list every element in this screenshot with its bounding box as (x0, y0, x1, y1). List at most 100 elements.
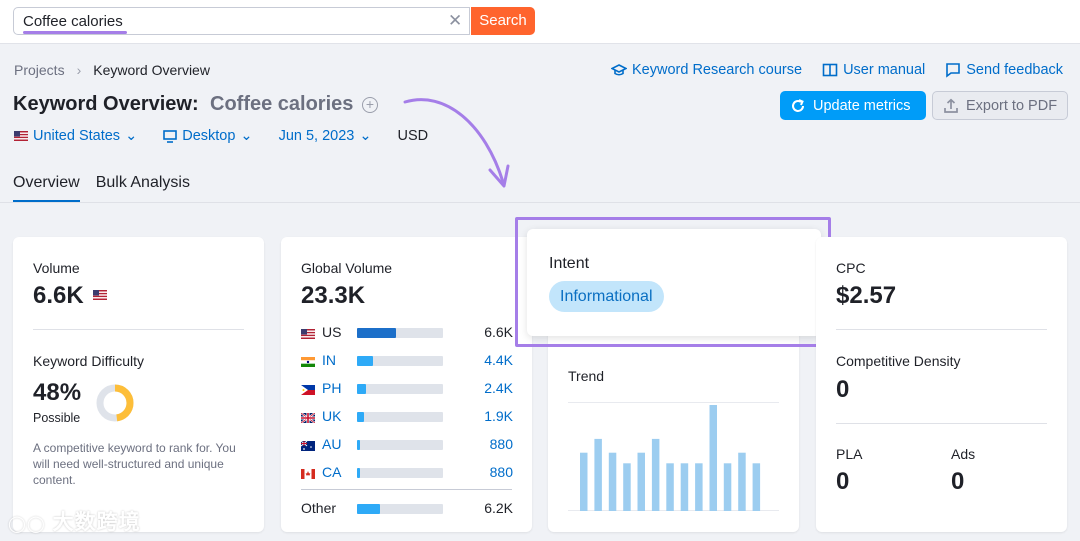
country-code: AU (322, 436, 342, 452)
send-feedback-label: Send feedback (966, 62, 1064, 78)
country-volume: 6.2K (484, 500, 513, 516)
watermark-logo: ◯◯ 大数跨境 (8, 506, 141, 536)
global-volume-label: Global Volume (301, 260, 393, 276)
country-volume: 4.4K (484, 352, 513, 368)
desktop-icon (163, 129, 178, 143)
watermark-mark-icon: ◯◯ (8, 516, 46, 533)
trend-bar (738, 452, 746, 511)
device-selector[interactable]: Desktop ⌄ (163, 128, 253, 144)
speech-bubble-icon (946, 63, 961, 78)
cpc-label: CPC (836, 260, 866, 276)
country-row-au[interactable]: AU 880 (300, 435, 513, 454)
competitive-density-value: 0 (836, 376, 850, 403)
trend-bar (680, 463, 689, 511)
country-row-uk[interactable]: UK 1.9K (300, 407, 513, 426)
update-metrics-label: Update metrics (813, 97, 911, 114)
trend-bar (608, 452, 617, 511)
refresh-icon (792, 98, 804, 112)
country-row-in[interactable]: IN 4.4K (301, 351, 513, 369)
filter-bar: United States ⌄ Desktop ⌄ Jun 5, 2023 ⌄ … (14, 128, 428, 144)
country-volume: 1.9K (484, 408, 513, 424)
user-manual-link[interactable]: User manual (822, 62, 925, 78)
top-search-bar: Coffee calories ✕ Search (0, 0, 1080, 44)
trend-bar (752, 463, 761, 511)
us-flag-icon (14, 131, 28, 141)
volume-card: Volume 6.6K Keyword Difficulty 48% Possi… (13, 237, 264, 532)
search-input[interactable]: Coffee calories ✕ (13, 7, 470, 35)
trend-bar (723, 463, 732, 511)
cpc-card: CPC $2.57 Competitive Density 0 PLA 0 Ad… (816, 237, 1067, 532)
intent-badge: Informational (549, 281, 664, 312)
cpc-value: $2.57 (836, 282, 897, 309)
share-bar-fill (357, 468, 360, 478)
breadcrumb-projects[interactable]: Projects (14, 62, 65, 78)
us-flag-icon (93, 290, 107, 300)
trend-bar (637, 452, 645, 511)
export-icon (944, 98, 958, 113)
country-selector[interactable]: United States ⌄ (14, 128, 137, 144)
share-bar (357, 412, 443, 422)
card-divider (836, 423, 1047, 424)
country-code: UK (322, 408, 342, 424)
country-code: IN (322, 352, 336, 368)
keyword-difficulty-level: Possible (33, 411, 81, 425)
uk-flag-icon (300, 410, 316, 426)
annotation-arrow (403, 98, 510, 188)
add-to-list-icon[interactable]: + (362, 97, 378, 113)
au-flag-icon (300, 438, 315, 454)
breadcrumb-current: Keyword Overview (93, 62, 210, 78)
country-row-ph[interactable]: PH 2.4K (301, 379, 513, 397)
trend-bar (666, 463, 674, 511)
intent-label: Intent (549, 255, 590, 272)
graduation-cap-icon (611, 64, 627, 76)
share-bar (357, 384, 443, 394)
country-volume: 2.4K (484, 380, 513, 396)
tab-divider (0, 202, 1080, 203)
share-bar-fill (357, 384, 366, 394)
trend-gridline (568, 402, 779, 403)
search-input-value[interactable]: Coffee calories (23, 13, 123, 30)
watermark-text: 大数跨境 (52, 511, 141, 534)
tab-overview[interactable]: Overview (13, 174, 80, 202)
ads-value: 0 (951, 468, 965, 495)
share-bar (357, 440, 443, 450)
chevron-right-icon: › (76, 62, 82, 78)
ph-flag-icon (301, 382, 315, 398)
book-icon (822, 63, 838, 77)
intent-highlight-annotation (515, 217, 831, 347)
share-bar-fill (357, 504, 380, 514)
share-bar (357, 504, 443, 514)
search-button[interactable]: Search (471, 7, 535, 35)
update-metrics-button[interactable]: Update metrics (780, 91, 926, 120)
share-bar (357, 356, 443, 366)
trend-label: Trend (568, 368, 605, 384)
country-row-ca[interactable]: CA 880 (301, 463, 513, 481)
volume-value: 6.6K (33, 282, 84, 309)
share-bar-fill (357, 328, 396, 338)
country-volume: 6.6K (484, 324, 513, 340)
country-code: CA (322, 464, 342, 480)
trend-bar (695, 463, 703, 511)
send-feedback-link[interactable]: Send feedback (945, 62, 1063, 78)
keyword-research-course-link[interactable]: Keyword Research course (611, 62, 802, 78)
tab-bar: Overview Bulk Analysis (13, 174, 190, 202)
export-to-pdf-button[interactable]: Export to PDF (932, 91, 1068, 120)
user-manual-label: User manual (843, 62, 926, 78)
country-row-other: Other 6.2K (301, 499, 513, 517)
date-selector[interactable]: Jun 5, 2023 ⌄ (279, 128, 372, 144)
trend-chart (580, 405, 761, 511)
trend-bar (594, 438, 602, 511)
share-bar-fill (357, 440, 360, 450)
country-row-us: US 6.6K (301, 323, 513, 341)
keyword-research-course-label: Keyword Research course (632, 62, 803, 78)
tab-bulk-analysis[interactable]: Bulk Analysis (95, 174, 190, 191)
ads-label: Ads (951, 446, 976, 462)
share-bar-fill (357, 356, 373, 366)
volume-label: Volume (33, 260, 80, 276)
clear-icon[interactable]: ✕ (448, 11, 463, 30)
trend-bar (651, 438, 660, 511)
currency-label: USD (397, 128, 429, 144)
date-label: Jun 5, 2023 (278, 128, 355, 144)
global-volume-value: 23.3K (301, 282, 366, 309)
card-divider (301, 489, 512, 490)
